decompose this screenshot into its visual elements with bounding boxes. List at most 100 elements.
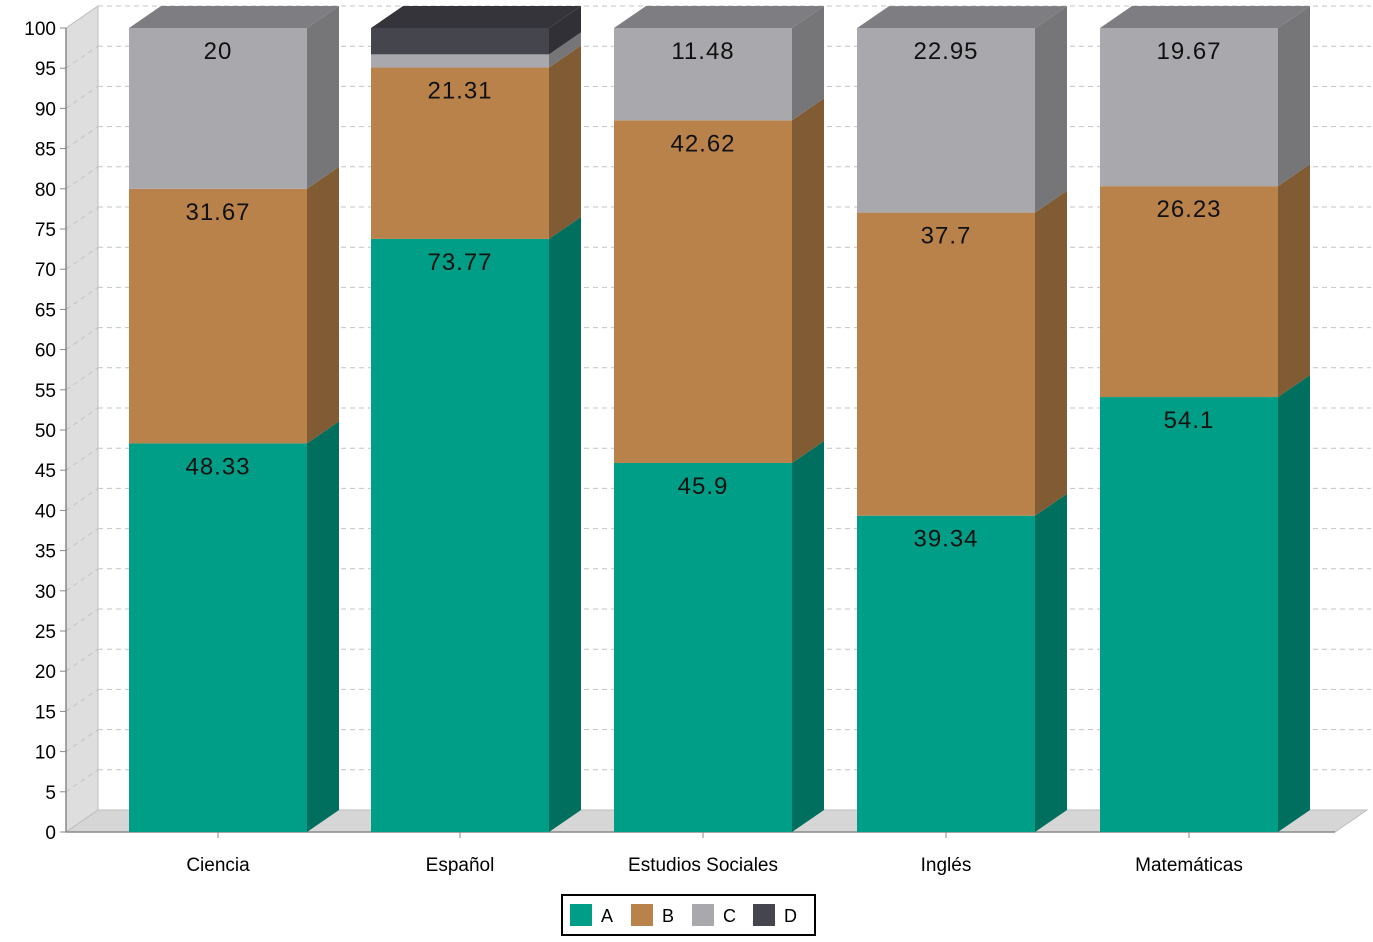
bar-side-a [549, 216, 581, 832]
legend-swatch-b [631, 904, 653, 926]
gridlines [65, 5, 1371, 793]
y-tick-label: 35 [35, 542, 56, 563]
bar-top-c [1100, 6, 1310, 28]
gridline-diagonal [65, 568, 99, 592]
bars [129, 6, 1310, 832]
bar-side-c [1278, 6, 1310, 187]
bar-top-c [129, 6, 339, 28]
category-label: Ciencia [186, 855, 250, 876]
data-label: 20 [204, 38, 233, 65]
bar-segment-a [371, 238, 549, 832]
y-tick-label: 15 [35, 702, 56, 723]
legend-box [561, 894, 816, 936]
y-tick-label: 5 [45, 783, 56, 804]
gridline-diagonal [65, 206, 99, 230]
legend: A B C D [561, 894, 816, 936]
bar-segment-b [129, 188, 307, 444]
y-tick-label: 95 [35, 59, 56, 80]
y-tick-label: 90 [35, 99, 56, 120]
y-tick-label: 100 [24, 19, 56, 40]
y-tick-label: 0 [45, 823, 56, 844]
bar-segment-c [129, 28, 307, 189]
y-tick-label: 30 [35, 582, 56, 603]
gridline-diagonal [65, 528, 99, 552]
legend-label: D [784, 906, 797, 926]
gridline-diagonal [65, 166, 99, 190]
bar-segment-b [371, 67, 549, 239]
bar-side-b [792, 98, 824, 463]
bar-segment-c [614, 28, 792, 121]
gridline-diagonal [65, 85, 99, 109]
data-label: 19.67 [1156, 38, 1221, 65]
gridline-diagonal [65, 407, 99, 431]
bar-side-c [792, 6, 824, 121]
gridline-diagonal [65, 286, 99, 310]
gridline-diagonal [65, 5, 99, 29]
bar-segment-c [371, 54, 549, 68]
gridline-diagonal [65, 367, 99, 391]
legend-swatch-d [753, 904, 775, 926]
bar-side-a [307, 421, 339, 832]
legend-label: B [662, 906, 674, 926]
y-tick-label: 10 [35, 743, 56, 764]
bar-segment-a [614, 462, 792, 832]
data-label: 48.33 [185, 453, 250, 480]
legend-swatch-c [692, 904, 714, 926]
legend-label: A [601, 906, 613, 926]
y-tick-label: 20 [35, 662, 56, 683]
category-label: Matemáticas [1135, 855, 1243, 876]
bar-side-c [549, 32, 581, 68]
legend-swatch-a [570, 904, 592, 926]
data-label: 39.34 [913, 526, 978, 553]
bar-side-a [792, 440, 824, 832]
y-tick-label: 40 [35, 501, 56, 522]
bar-segment-a [1100, 397, 1278, 832]
y-tick-label: 45 [35, 461, 56, 482]
bar-side-b [307, 166, 339, 444]
data-label: 21.31 [427, 78, 492, 105]
y-tick-label: 70 [35, 260, 56, 281]
bar-top-c [857, 6, 1067, 29]
gridline-diagonal [65, 648, 99, 672]
data-labels: 48.33 31.67 20 73.77 21.31 45.9 42.62 11.48 39.3… [185, 38, 1221, 553]
gridline-diagonal [65, 487, 99, 511]
data-label: 31.67 [185, 199, 250, 226]
axes: 0 5 10 15 20 25 30 35 40 45 50 55 60 65 70 75 80 85 90 95 10… [24, 19, 1335, 876]
bar-segment-c [1100, 28, 1278, 187]
gridline-diagonal [65, 608, 99, 632]
bar-segment-a [129, 443, 307, 832]
bar-segment-b [857, 212, 1035, 516]
bar-side-b [1278, 164, 1310, 398]
y-tick-label: 25 [35, 622, 56, 643]
y-tick-label: 55 [35, 381, 56, 402]
gridline-diagonal [65, 688, 99, 712]
bar-top-c [614, 6, 824, 28]
y-tick-label: 50 [35, 421, 56, 442]
gridline-diagonal [65, 447, 99, 471]
gridline-diagonal [65, 246, 99, 270]
y-tick-label: 65 [35, 300, 56, 321]
bar-side-a [1035, 493, 1067, 832]
gridline-diagonal [65, 45, 99, 69]
data-label: 45.9 [678, 473, 729, 500]
data-label: 54.1 [1164, 407, 1215, 434]
category-label: Estudios Sociales [628, 855, 778, 876]
bar-segment-d [371, 28, 549, 55]
y-tick-label: 75 [35, 220, 56, 241]
category-label: Español [426, 855, 495, 876]
gridline-diagonal [65, 769, 99, 793]
bar-segment-b [1100, 186, 1278, 398]
data-label: 37.7 [921, 223, 972, 250]
data-label: 11.48 [671, 38, 734, 65]
bar-side-a [1278, 375, 1310, 832]
gridline-diagonal [65, 126, 99, 150]
data-label: 42.62 [670, 130, 735, 157]
data-label: 26.23 [1156, 196, 1221, 223]
bar-segment-a [857, 515, 1035, 832]
y-tick-label: 85 [35, 140, 56, 161]
category-label: Inglés [921, 855, 972, 876]
data-label: 22.95 [913, 38, 978, 65]
gridline-diagonal [65, 729, 99, 753]
y-tick-label: 80 [35, 180, 56, 201]
